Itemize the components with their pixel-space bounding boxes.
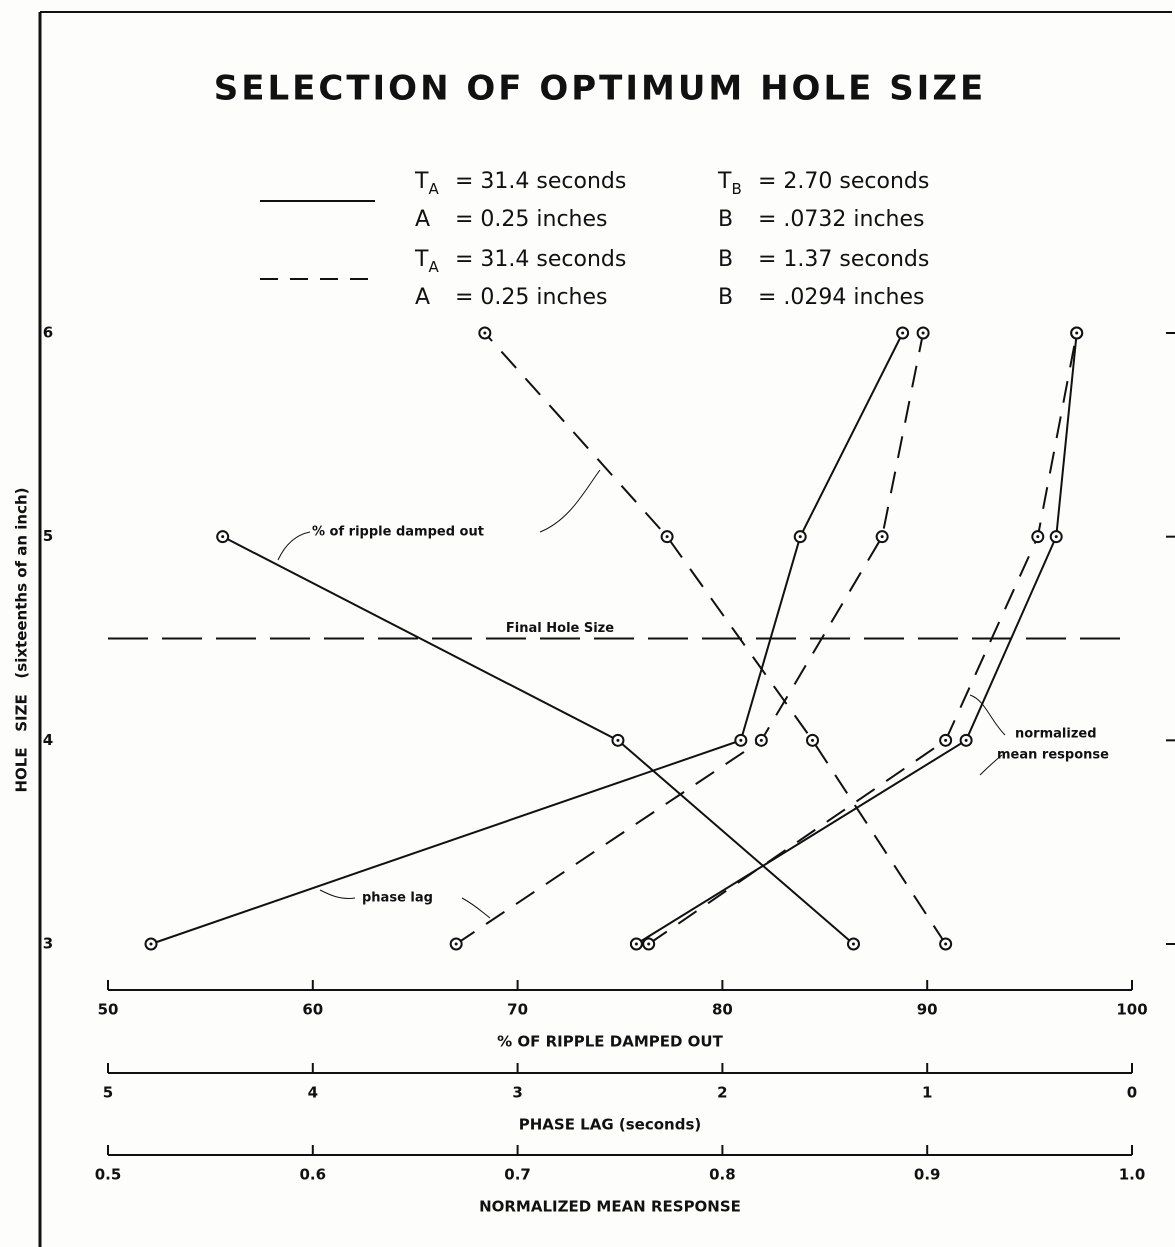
legend-symbol: T	[414, 247, 429, 272]
x-tick-label: 90	[917, 1001, 938, 1019]
x-tick-label: 0.6	[300, 1166, 327, 1184]
legend-symbol: B	[718, 207, 733, 232]
y-axis-label: HOLE SIZE (sixteenths of an inch)	[13, 487, 31, 792]
legend-symbol: T	[414, 169, 429, 194]
reference-label: Final Hole Size	[506, 621, 614, 636]
data-point-dot	[901, 331, 905, 335]
data-point-dot	[1075, 331, 1079, 335]
annotation: mean response	[997, 748, 1109, 763]
x-tick-label: 60	[302, 1001, 323, 1019]
data-point-dot	[851, 942, 855, 946]
legend-text: = 2.70 seconds	[758, 169, 929, 194]
data-point-dot	[811, 738, 815, 742]
x-tick-label: 0.5	[95, 1166, 122, 1184]
legend-text: = .0732 inches	[758, 207, 925, 232]
arrow	[319, 889, 356, 899]
series-line	[150, 332, 904, 945]
data-point-dot	[739, 738, 743, 742]
x-axis-label: % OF RIPPLE DAMPED OUT	[497, 1033, 723, 1051]
x-tick-label: 50	[98, 1001, 119, 1019]
x-axis-label: PHASE LAG (seconds)	[519, 1116, 701, 1134]
legend-entry: A = 0.25 inches	[415, 207, 608, 232]
y-tick-label: 5	[43, 527, 53, 545]
data-point-dot	[634, 942, 638, 946]
arrow	[461, 897, 491, 919]
legend-text: = 0.25 inches	[455, 285, 608, 310]
legend-text: = 1.37 seconds	[758, 247, 929, 272]
x-tick-label: 1.0	[1119, 1166, 1146, 1184]
legend-text: = .0294 inches	[758, 285, 925, 310]
x-tick-label: 0	[1127, 1084, 1137, 1102]
legend-text: = 0.25 inches	[455, 207, 608, 232]
data-point-dot	[759, 738, 763, 742]
data-point-dot	[647, 942, 651, 946]
x-tick-label: 100	[1116, 1001, 1147, 1019]
data-point-dot	[665, 535, 669, 539]
data-point-dot	[149, 942, 153, 946]
legend-entry: B = .0732 inches	[718, 207, 925, 232]
annotation: phase lag	[362, 891, 433, 906]
x-tick-label: 0.8	[709, 1166, 736, 1184]
arrow	[277, 531, 311, 561]
data-point-dot	[964, 738, 968, 742]
data-point-dot	[798, 535, 802, 539]
legend-entry: TA = 31.4 seconds	[414, 247, 626, 276]
x-tick-label: 70	[507, 1001, 528, 1019]
chart-title: SELECTION OF OPTIMUM HOLE SIZE	[214, 69, 986, 109]
legend-entry: TB = 2.70 seconds	[717, 169, 929, 198]
arrow	[979, 754, 1003, 776]
series-line	[484, 332, 947, 945]
data-point-dot	[221, 535, 225, 539]
series-line	[648, 332, 1078, 945]
legend-subscript: A	[428, 180, 439, 198]
arrow	[539, 469, 601, 533]
x-tick-label: 4	[308, 1084, 318, 1102]
x-axis-label: NORMALIZED MEAN RESPONSE	[479, 1198, 741, 1216]
data-point-dot	[880, 535, 884, 539]
legend-entry: B = .0294 inches	[718, 285, 925, 310]
legend-symbol: B	[718, 247, 733, 272]
series-line	[455, 332, 925, 945]
series-line	[635, 332, 1078, 945]
legend-symbol: T	[717, 169, 732, 194]
annotation: % of ripple damped out	[312, 525, 484, 540]
legend-symbol: A	[415, 207, 430, 232]
data-point-dot	[483, 331, 487, 335]
data-point-dot	[921, 331, 925, 335]
x-tick-label: 2	[717, 1084, 727, 1102]
data-point-dot	[1036, 535, 1040, 539]
x-tick-label: 1	[922, 1084, 932, 1102]
legend-text: = 31.4 seconds	[455, 169, 626, 194]
data-point-dot	[454, 942, 458, 946]
x-tick-label: 80	[712, 1001, 733, 1019]
legend-subscript: B	[731, 180, 741, 198]
legend-subscript: A	[428, 258, 439, 276]
x-tick-label: 5	[103, 1084, 113, 1102]
y-tick-label: 6	[43, 324, 53, 342]
annotation: normalized	[1015, 727, 1097, 742]
y-tick-label: 4	[43, 731, 53, 749]
x-tick-label: 3	[512, 1084, 522, 1102]
x-tick-label: 0.7	[504, 1166, 531, 1184]
data-point-dot	[944, 738, 948, 742]
data-point-dot	[1054, 535, 1058, 539]
data-point-dot	[944, 942, 948, 946]
legend-symbol: A	[415, 285, 430, 310]
x-tick-label: 0.9	[914, 1166, 941, 1184]
data-point-dot	[616, 738, 620, 742]
legend-text: = 31.4 seconds	[455, 247, 626, 272]
legend-entry: A = 0.25 inches	[415, 285, 608, 310]
legend-symbol: B	[718, 285, 733, 310]
legend-entry: B = 1.37 seconds	[718, 247, 929, 272]
legend-entry: TA = 31.4 seconds	[414, 169, 626, 198]
arrow	[969, 694, 1006, 736]
y-tick-label: 3	[43, 935, 53, 953]
